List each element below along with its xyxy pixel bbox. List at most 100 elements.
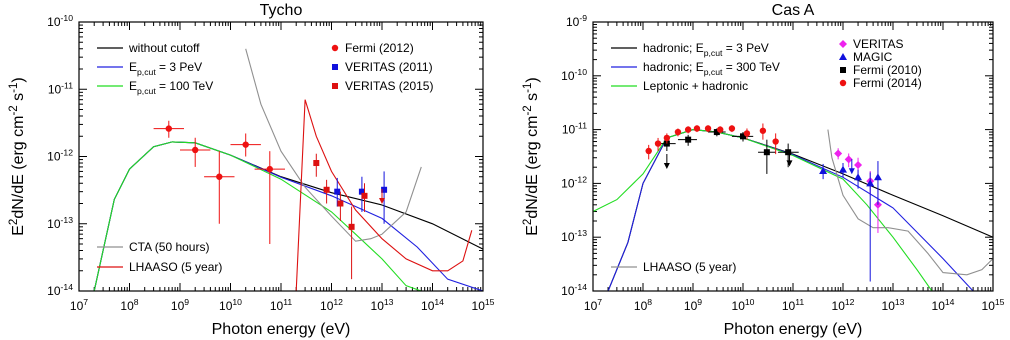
x-tick-label: 107 xyxy=(584,297,602,313)
legend-label: Leptonic + hadronic xyxy=(643,79,748,93)
chart-title: Cas A xyxy=(772,2,815,19)
series-curves xyxy=(93,48,483,291)
legend-label: Fermi (2014) xyxy=(853,76,922,90)
point-fermi-2014 xyxy=(654,140,662,147)
point-magic xyxy=(819,167,828,175)
point-veritas-2015 xyxy=(348,223,355,230)
chart-cas-a: Cas A 107 108 109 1010 1011 1012 1013 1014 1015 10… xyxy=(522,2,1005,338)
legend-marker-fermi-2014 xyxy=(839,79,847,87)
point-fermi-2014 xyxy=(663,134,671,142)
x-tick-label: 1010 xyxy=(732,297,755,313)
legend-label: LHAASO (5 year) xyxy=(129,260,222,274)
y-tick-label: 10-14 xyxy=(47,282,73,298)
y-tick-label: 10-11 xyxy=(562,121,587,137)
data-points xyxy=(645,123,882,282)
legend-label: Ep,cut = 3 PeV xyxy=(129,60,202,77)
y-tick-label: 10-12 xyxy=(47,148,73,164)
point-fermi-2014 xyxy=(674,128,682,136)
x-tick-label: 1013 xyxy=(882,297,905,313)
point-magic xyxy=(873,173,882,181)
point-veritas xyxy=(834,149,843,158)
y-tick-label: 10-12 xyxy=(561,174,587,190)
point-veritas xyxy=(854,160,863,169)
x-tick-label: 109 xyxy=(171,297,189,313)
point-fermi-2010 xyxy=(685,136,692,143)
point-veritas-2011 xyxy=(358,188,365,195)
point-magic xyxy=(839,165,847,173)
series-curves xyxy=(593,129,993,291)
plot-frame xyxy=(592,21,994,292)
x-tick-label: 1013 xyxy=(371,297,394,313)
x-tick-label: 107 xyxy=(70,297,88,313)
upper-limit-arrow xyxy=(379,197,385,204)
y-tick-label: 10-10 xyxy=(47,13,73,29)
x-tick-label: 1011 xyxy=(270,297,293,313)
x-tick-label: 1012 xyxy=(320,297,343,313)
point-veritas-2011 xyxy=(334,188,341,195)
legend-label: hadronic; Ep,cut = 300 TeV xyxy=(643,60,780,77)
legend: without cutoff Ep,cut = 3 PeV Ep,cut = 100… xyxy=(97,41,433,274)
y-tick-label: 10-10 xyxy=(561,67,587,83)
y-tick-label: 10-13 xyxy=(47,215,73,231)
legend-label: CTA (50 hours) xyxy=(129,240,209,254)
x-tick-label: 1011 xyxy=(782,297,805,313)
point-fermi-2012 xyxy=(266,165,273,173)
y-axis-label-text: E2dN/dE (erg cm-2 s-1) xyxy=(8,77,27,236)
x-tick-label: 1014 xyxy=(421,297,444,313)
legend-marker-magic xyxy=(839,53,847,60)
legend-label: Fermi (2010) xyxy=(853,63,922,77)
y-tick-label: 10-14 xyxy=(561,282,587,298)
point-fermi-2014 xyxy=(693,125,701,132)
point-veritas-2015 xyxy=(337,200,344,207)
point-fermi-2014 xyxy=(772,138,779,145)
legend-marker-veritas-2015 xyxy=(332,83,338,89)
point-fermi-2012 xyxy=(216,173,223,180)
legend: hadronic; Ep,cut = 3 PeV hadronic; Ep,cut… xyxy=(611,37,922,274)
legend-marker-fermi-2012 xyxy=(331,44,339,52)
plot-frame xyxy=(78,21,484,292)
point-veritas-2015 xyxy=(361,192,368,199)
legend-label: VERITAS (2011) xyxy=(345,60,433,74)
point-fermi-2014 xyxy=(717,126,724,133)
upper-limit-arrow xyxy=(786,160,793,167)
x-tick-label: 109 xyxy=(684,297,702,313)
y-tick-label: 10-11 xyxy=(48,80,73,96)
x-tick-label: 1014 xyxy=(932,297,955,313)
point-magic xyxy=(854,173,863,181)
legend-marker-fermi-2010 xyxy=(840,67,846,73)
point-veritas-2015 xyxy=(313,160,320,167)
point-magic xyxy=(866,179,875,187)
point-fermi-2014 xyxy=(759,127,767,134)
x-tick-label: 1015 xyxy=(982,297,1005,313)
x-tick-label: 108 xyxy=(120,297,138,313)
point-fermi-2010 xyxy=(763,149,770,156)
point-fermi-2014 xyxy=(704,125,712,132)
y-axis-label: E2dN/dE (erg cm-2 s-1) xyxy=(522,77,541,236)
y-axis-label: E2dN/dE (erg cm-2 s-1) xyxy=(8,77,27,236)
upper-limit-arrow xyxy=(848,168,855,175)
series-line-e-p-cut-100-tev xyxy=(93,141,422,291)
point-veritas xyxy=(844,155,853,164)
axis-ticks xyxy=(78,21,484,292)
point-fermi-2012 xyxy=(165,125,172,132)
point-fermi-2014 xyxy=(684,126,692,133)
series-line-lhaaso-5-year xyxy=(827,129,993,276)
legend-label: hadronic; Ep,cut = 3 PeV xyxy=(643,41,769,58)
legend-label: LHAASO (5 year) xyxy=(643,260,736,274)
point-fermi-2010 xyxy=(785,149,792,156)
x-tick-label: 1015 xyxy=(472,297,495,313)
x-axis-label: Photon energy (eV) xyxy=(724,321,863,338)
y-axis-label-text: E2dN/dE (erg cm-2 s-1) xyxy=(522,77,541,236)
legend-label: VERITAS xyxy=(853,37,903,51)
point-veritas-2011 xyxy=(381,186,388,193)
x-tick-label: 108 xyxy=(634,297,652,313)
y-tick-label: 10-9 xyxy=(566,13,587,29)
point-fermi-2014 xyxy=(728,125,736,132)
point-fermi-2010 xyxy=(713,129,720,136)
data-points xyxy=(153,120,388,280)
chart-title: Tycho xyxy=(260,2,303,19)
series-line-cta-50-hours xyxy=(245,48,422,242)
point-fermi-2014 xyxy=(645,147,652,155)
legend-label: Ep,cut = 100 TeV xyxy=(129,79,213,96)
